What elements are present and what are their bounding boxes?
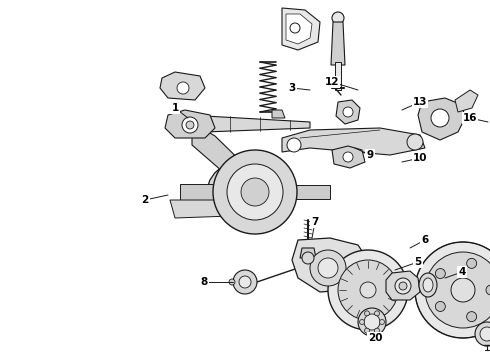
Circle shape xyxy=(451,278,475,302)
Polygon shape xyxy=(272,110,285,118)
Text: 6: 6 xyxy=(421,235,429,245)
Polygon shape xyxy=(331,22,345,65)
Text: 4: 4 xyxy=(458,267,466,277)
Circle shape xyxy=(343,107,353,117)
Circle shape xyxy=(360,282,376,298)
Circle shape xyxy=(213,150,297,234)
Circle shape xyxy=(332,12,344,24)
Circle shape xyxy=(287,138,301,152)
Polygon shape xyxy=(170,200,260,218)
Polygon shape xyxy=(282,128,425,155)
Circle shape xyxy=(182,117,198,133)
Circle shape xyxy=(239,276,251,288)
Circle shape xyxy=(364,314,380,330)
Circle shape xyxy=(365,311,369,316)
Text: 1: 1 xyxy=(172,103,179,113)
Circle shape xyxy=(395,278,411,294)
Polygon shape xyxy=(255,185,330,199)
Polygon shape xyxy=(386,271,420,300)
Text: 20: 20 xyxy=(368,333,382,343)
Polygon shape xyxy=(336,100,360,124)
Text: 8: 8 xyxy=(200,277,208,287)
Circle shape xyxy=(338,260,398,320)
Circle shape xyxy=(374,328,379,333)
Polygon shape xyxy=(418,98,465,140)
Text: 7: 7 xyxy=(311,217,318,227)
Polygon shape xyxy=(165,110,215,138)
Polygon shape xyxy=(455,90,478,112)
Circle shape xyxy=(480,327,490,341)
Polygon shape xyxy=(282,8,320,50)
Circle shape xyxy=(374,311,379,316)
Polygon shape xyxy=(335,62,341,90)
Polygon shape xyxy=(180,184,255,200)
Circle shape xyxy=(407,134,423,150)
Polygon shape xyxy=(207,157,283,227)
Circle shape xyxy=(486,285,490,295)
Circle shape xyxy=(365,328,369,333)
Polygon shape xyxy=(332,146,365,168)
Text: 3: 3 xyxy=(289,83,295,93)
Circle shape xyxy=(435,301,445,311)
Circle shape xyxy=(290,23,300,33)
Circle shape xyxy=(425,252,490,328)
Circle shape xyxy=(229,279,235,285)
Circle shape xyxy=(415,242,490,338)
Polygon shape xyxy=(286,14,312,44)
Text: 2: 2 xyxy=(142,195,148,205)
Circle shape xyxy=(431,109,449,127)
Circle shape xyxy=(360,320,365,324)
Circle shape xyxy=(233,270,257,294)
Circle shape xyxy=(435,269,445,279)
Polygon shape xyxy=(292,238,368,292)
Ellipse shape xyxy=(423,278,433,292)
Circle shape xyxy=(186,121,194,129)
Text: 12: 12 xyxy=(325,77,339,87)
Circle shape xyxy=(343,152,353,162)
Text: 5: 5 xyxy=(415,257,421,267)
Circle shape xyxy=(227,164,283,220)
Circle shape xyxy=(399,282,407,290)
Text: 13: 13 xyxy=(413,97,427,107)
Text: 16: 16 xyxy=(463,113,477,123)
Circle shape xyxy=(310,250,346,286)
Circle shape xyxy=(302,252,314,264)
Circle shape xyxy=(318,258,338,278)
Circle shape xyxy=(379,320,385,324)
Circle shape xyxy=(466,312,477,321)
Text: 9: 9 xyxy=(367,150,373,160)
Text: 10: 10 xyxy=(413,153,427,163)
Circle shape xyxy=(177,82,189,94)
Circle shape xyxy=(241,178,269,206)
Ellipse shape xyxy=(419,273,437,297)
Circle shape xyxy=(466,258,477,268)
Circle shape xyxy=(358,308,386,336)
Polygon shape xyxy=(192,130,255,188)
Circle shape xyxy=(328,250,408,330)
Circle shape xyxy=(475,322,490,346)
Polygon shape xyxy=(300,248,316,258)
Polygon shape xyxy=(205,116,310,132)
Polygon shape xyxy=(160,72,205,100)
